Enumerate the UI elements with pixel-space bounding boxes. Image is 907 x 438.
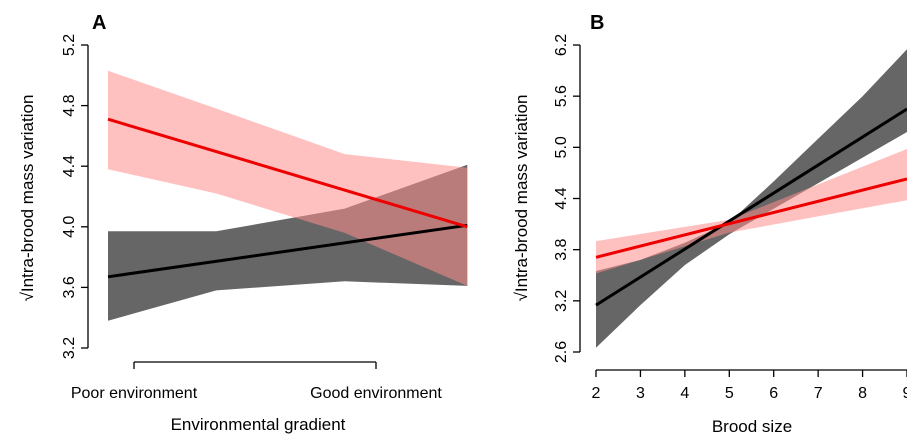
panel-a-fit-lines [107, 117, 468, 279]
panel-a-y-tick-label: 3.6 [61, 276, 78, 298]
panel-a-confidence-band-1 [108, 70, 468, 286]
panel-b: B 2.6 3.2 3.8 4.4 5.0 5.6 6.2 2 3 4 5 6 7 8 9 Brood s… [512, 12, 907, 436]
panel-b-x-tick-label: 8 [858, 385, 867, 402]
panel-a-x-axis-title: Environmental gradient [171, 415, 346, 434]
panel-a-y-axis-title: √Intra-brood mass variation [18, 95, 37, 302]
panel-a-y-tick-label: 4.4 [61, 155, 78, 177]
panel-b-y-tick-label: 2.6 [553, 341, 570, 363]
panel-b-fit-line-0 [595, 107, 907, 307]
panel-a-y-tick-label: 4.0 [61, 216, 78, 238]
panel-b-y-axis-title: √Intra-brood mass variation [512, 95, 531, 302]
panel-b-letter: B [590, 12, 604, 34]
panel-b-x-tick-label: 5 [725, 385, 734, 402]
panel-b-fit-lines [595, 107, 907, 307]
panel-b-y-tick-label: 6.2 [553, 34, 570, 56]
panel-b-y-tick-label: 3.2 [553, 290, 570, 312]
panel-b-x-axis-title: Brood size [712, 417, 792, 436]
panel-a-y-axis: 3.2 3.6 4.0 4.4 4.8 5.2 [61, 34, 89, 359]
panel-b-x-tick-label: 3 [636, 385, 645, 402]
panel-a-y-tick-label: 3.2 [61, 337, 78, 359]
panel-a-y-tick-label: 4.8 [61, 94, 78, 116]
panel-b-confidence-band-0 [596, 49, 907, 348]
panel-b-fit-line-1 [595, 177, 907, 259]
panel-b-x-tick-label: 6 [769, 385, 778, 402]
panel-b-x-axis: 2 3 4 5 6 7 8 9 [592, 369, 907, 402]
panel-a-x-tick-label: Good environment [310, 385, 442, 402]
panel-b-confidence-band-1 [596, 149, 907, 274]
panel-b-y-tick-label: 3.8 [553, 238, 570, 260]
panel-a-letter: A [92, 12, 106, 34]
panel-b-confidence-bands [596, 49, 907, 348]
panel-b-y-axis: 2.6 3.2 3.8 4.4 5.0 5.6 6.2 [553, 34, 581, 363]
panel-b-x-tick-label: 7 [814, 385, 823, 402]
panel-a-fit-line-1 [107, 117, 468, 229]
panel-a: A 3.2 3.6 4.0 4.4 4.8 5.2 Poor environment Goo… [18, 12, 468, 434]
panel-b-y-tick-label: 5.0 [553, 136, 570, 158]
panel-a-fit-line-0 [107, 223, 468, 279]
panel-a-x-tick-label: Poor environment [71, 385, 198, 402]
panel-b-x-tick-label: 2 [592, 385, 601, 402]
panel-a-x-axis: Poor environment Good environment [71, 361, 442, 402]
panel-a-y-tick-label: 5.2 [61, 34, 78, 56]
panel-b-y-tick-label: 5.6 [553, 85, 570, 107]
panel-b-x-tick-label: 9 [903, 385, 907, 402]
panel-a-confidence-bands [108, 70, 468, 321]
panel-b-x-tick-label: 4 [680, 385, 689, 402]
panel-b-y-tick-label: 4.4 [553, 187, 570, 209]
